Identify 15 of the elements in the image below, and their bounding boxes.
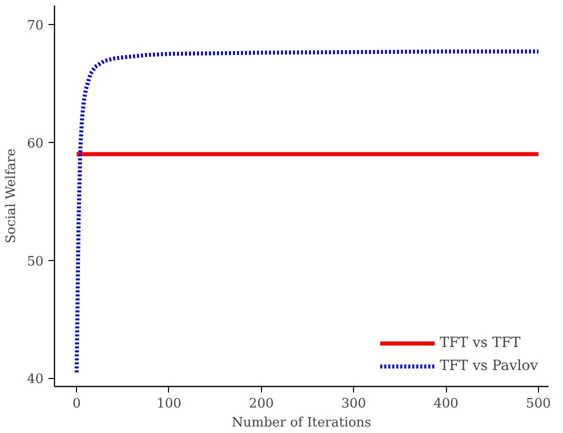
legend-label: TFT vs TFT (440, 335, 521, 351)
y-axis-title: Social Welfare (4, 148, 19, 244)
x-tick-label: 400 (434, 396, 458, 412)
y-tick-label: 40 (26, 372, 44, 388)
y-tick-label: 50 (26, 254, 44, 270)
x-tick-label: 300 (341, 396, 366, 412)
legend-label: TFT vs Pavlov (440, 358, 538, 374)
y-tick-label: 70 (26, 18, 44, 34)
x-tick-label: 500 (526, 396, 551, 412)
y-tick-label: 60 (26, 136, 44, 152)
x-tick-label: 100 (156, 396, 182, 412)
line-series (74, 50, 540, 374)
x-tick-label: 200 (248, 396, 274, 412)
x-axis-title: Number of Iterations (232, 416, 372, 430)
x-tick-label: 0 (72, 396, 81, 412)
